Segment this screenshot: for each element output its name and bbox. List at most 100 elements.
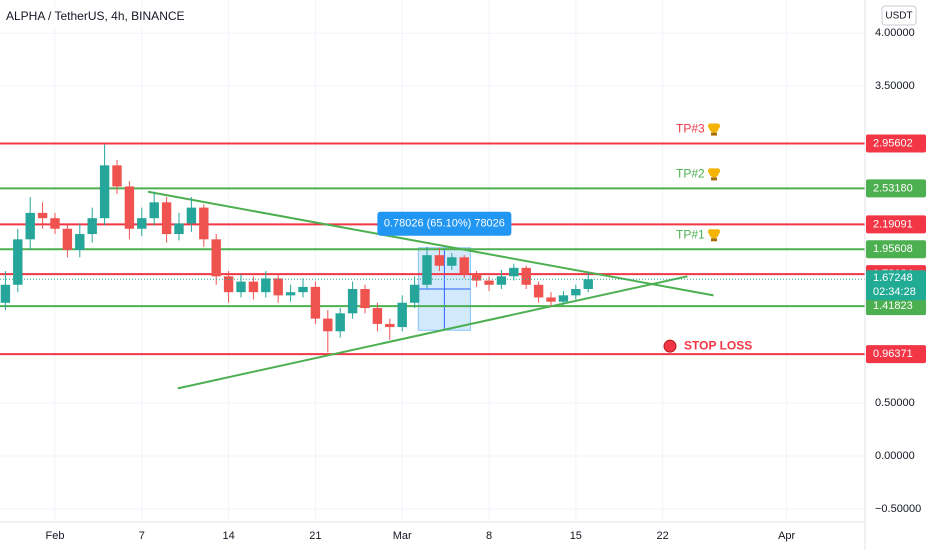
trophy-base (711, 238, 717, 242)
level-label: 2.95602 (873, 137, 913, 149)
x-tick-label: 22 (656, 530, 668, 542)
level-note: STOP LOSS (684, 338, 752, 352)
level-label-bg (866, 215, 926, 234)
candle-body (323, 318, 333, 332)
candle-body (13, 239, 23, 285)
measure-label-bg (377, 211, 512, 236)
level-label: 1.95608 (873, 243, 913, 255)
candle-body (459, 257, 469, 275)
level-label: 2.53180 (873, 182, 913, 194)
x-tick-label: Feb (46, 530, 65, 542)
last-price-label: 1.67248 (873, 272, 913, 284)
trophy-cup (708, 168, 720, 178)
grid (0, 0, 865, 522)
axis: 4.00000 3.50000 0.50000 0.00000 −0.50000 Feb 7… (46, 27, 926, 542)
candle-body (75, 234, 85, 250)
y-tick-label: −0.50000 (875, 503, 921, 515)
measure-label: 0.78026 (65.10%) 78026 (384, 218, 505, 230)
trophy-base (711, 177, 717, 181)
x-tick-label: Apr (778, 530, 795, 542)
candle-body (385, 323, 395, 328)
trophy-icon (708, 123, 720, 136)
trend-line (147, 190, 714, 297)
candle-body (87, 218, 97, 235)
candle-body (521, 267, 531, 285)
stop-icon (663, 339, 677, 353)
candle-body (186, 207, 197, 224)
candle-body (298, 286, 308, 293)
candle-body (310, 286, 321, 319)
candle-body (583, 279, 593, 290)
candle-body (261, 278, 271, 293)
level-label-bg (866, 134, 926, 153)
candle-body (223, 276, 234, 293)
currency-button[interactable] (881, 5, 917, 26)
candle-body (558, 295, 569, 302)
y-tick-label: 4.00000 (875, 27, 915, 39)
trophy-cup (708, 229, 720, 239)
candle-body (422, 255, 432, 285)
candle-body (137, 218, 147, 229)
candle-body (199, 207, 209, 240)
candle-body (409, 284, 420, 303)
y-tick-label: 0.50000 (875, 397, 915, 409)
trophy-icon (708, 229, 720, 242)
x-tick-label: 21 (309, 530, 321, 542)
candle-body (248, 281, 259, 293)
candle-body (347, 289, 358, 314)
trophy-cup (708, 123, 720, 133)
candle-body (50, 218, 60, 229)
candle-body (360, 289, 370, 309)
candle-body (509, 267, 519, 277)
plot: TP#3 TP#2 TP#1 STOP LOSS 0.78026 (65.10%) 78… (0, 122, 865, 390)
candle-body (546, 297, 556, 302)
candle-body (484, 280, 494, 285)
trend-line (177, 275, 688, 390)
candle-body (533, 284, 544, 298)
level-label: 2.19091 (873, 218, 913, 230)
candle-body (112, 165, 122, 187)
candle-body (571, 289, 581, 296)
candle-body (335, 313, 345, 332)
y-tick-label: 0.00000 (875, 450, 915, 462)
level-note: TP#2 (676, 167, 705, 181)
x-tick-label: 15 (570, 530, 582, 542)
candle-body (37, 212, 48, 219)
level-label-bg (866, 345, 926, 364)
x-tick-label: 8 (486, 530, 492, 542)
level-label-bg (866, 179, 926, 198)
level-label: 0.96371 (873, 348, 913, 360)
candle-body (372, 308, 383, 324)
candle-body (124, 186, 135, 229)
candle-body (236, 281, 246, 293)
trophy-icon (708, 168, 720, 181)
currency[interactable]: USDT (885, 11, 912, 22)
candle-body (496, 276, 507, 285)
candle-body (211, 239, 221, 277)
y-tick-label: 3.50000 (875, 80, 915, 92)
candle-body (25, 212, 35, 240)
candle-body (471, 274, 482, 281)
title-bg (0, 6, 190, 28)
level-note: TP#1 (676, 227, 705, 241)
candle-body (434, 255, 445, 266)
countdown: 02:34:28 (873, 286, 916, 298)
candle-body (285, 292, 296, 296)
x-tick-label: 14 (222, 530, 234, 542)
level-label: 1.41823 (873, 300, 913, 312)
level-label-bg (866, 240, 926, 259)
level-label-bg (866, 297, 926, 316)
last-price-bg (866, 270, 926, 301)
x-tick-label: Mar (393, 530, 412, 542)
candle-body (99, 165, 110, 219)
candle-body (273, 278, 283, 296)
candle-body (447, 257, 457, 266)
candle-body (161, 202, 172, 235)
candle-body (149, 202, 159, 219)
x-tick-label: 7 (139, 530, 145, 542)
candle-body (0, 284, 11, 303)
candle-body (397, 302, 407, 328)
trophy-base (711, 132, 717, 136)
